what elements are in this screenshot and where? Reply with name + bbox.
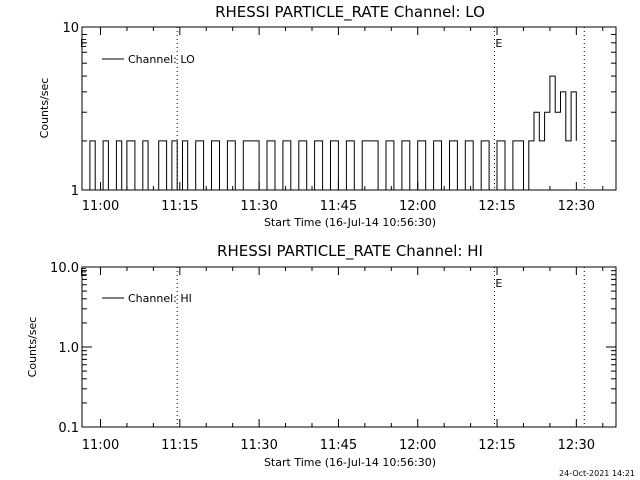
x-tick-label: 12:00 xyxy=(399,438,436,453)
timestamp: 24-Oct-2021 14:21 xyxy=(559,469,635,478)
edge-label-hi: E xyxy=(80,266,87,279)
x-tick-label: 11:00 xyxy=(82,438,119,453)
x-tick-label: 11:45 xyxy=(320,199,357,214)
x-tick-label: 11:45 xyxy=(320,438,357,453)
chart-title-hi: RHESSI PARTICLE_RATE Channel: HI xyxy=(217,242,483,261)
panel-hi: RHESSI PARTICLE_RATE Channel: HI Start T… xyxy=(26,242,617,469)
time-marker-label: E xyxy=(495,37,502,50)
edge-label-lo: E xyxy=(80,37,87,50)
y-axis-label-hi: Counts/sec xyxy=(26,317,39,378)
x-tick-label: 11:30 xyxy=(240,438,277,453)
x-tick-label: 12:30 xyxy=(558,199,595,214)
chart-title-lo: RHESSI PARTICLE_RATE Channel: LO xyxy=(215,3,485,22)
x-axis-label-lo: Start Time (16-Jul-14 10:56:30) xyxy=(264,216,436,229)
legend-entry-lo: Channel: LO xyxy=(128,53,195,66)
series-line xyxy=(82,75,577,191)
y-tick-label: 1 xyxy=(71,184,79,199)
x-tick-label: 11:15 xyxy=(161,438,198,453)
x-tick-label: 12:00 xyxy=(399,199,436,214)
y-axis-label-lo: Counts/sec xyxy=(38,78,51,139)
y-tick-label: 0.1 xyxy=(58,421,79,436)
y-tick-label: 10 xyxy=(62,21,79,36)
plot-frame-lo xyxy=(81,26,617,191)
y-tick-label: 1.0 xyxy=(58,341,79,356)
x-tick-label: 11:15 xyxy=(161,199,198,214)
time-marker-label: E xyxy=(495,277,502,290)
x-tick-label: 12:30 xyxy=(558,438,595,453)
x-tick-label: 12:15 xyxy=(478,199,515,214)
x-tick-label: 11:00 xyxy=(82,199,119,214)
x-tick-label: 11:30 xyxy=(240,199,277,214)
x-axis-label-hi: Start Time (16-Jul-14 10:56:30) xyxy=(264,456,436,469)
panel-lo: RHESSI PARTICLE_RATE Channel: LO Start T… xyxy=(38,3,617,229)
x-tick-label: 12:15 xyxy=(478,438,515,453)
legend-entry-hi: Channel: HI xyxy=(128,292,192,305)
y-tick-label: 10.0 xyxy=(50,261,79,276)
plot-frame-hi xyxy=(81,266,617,428)
